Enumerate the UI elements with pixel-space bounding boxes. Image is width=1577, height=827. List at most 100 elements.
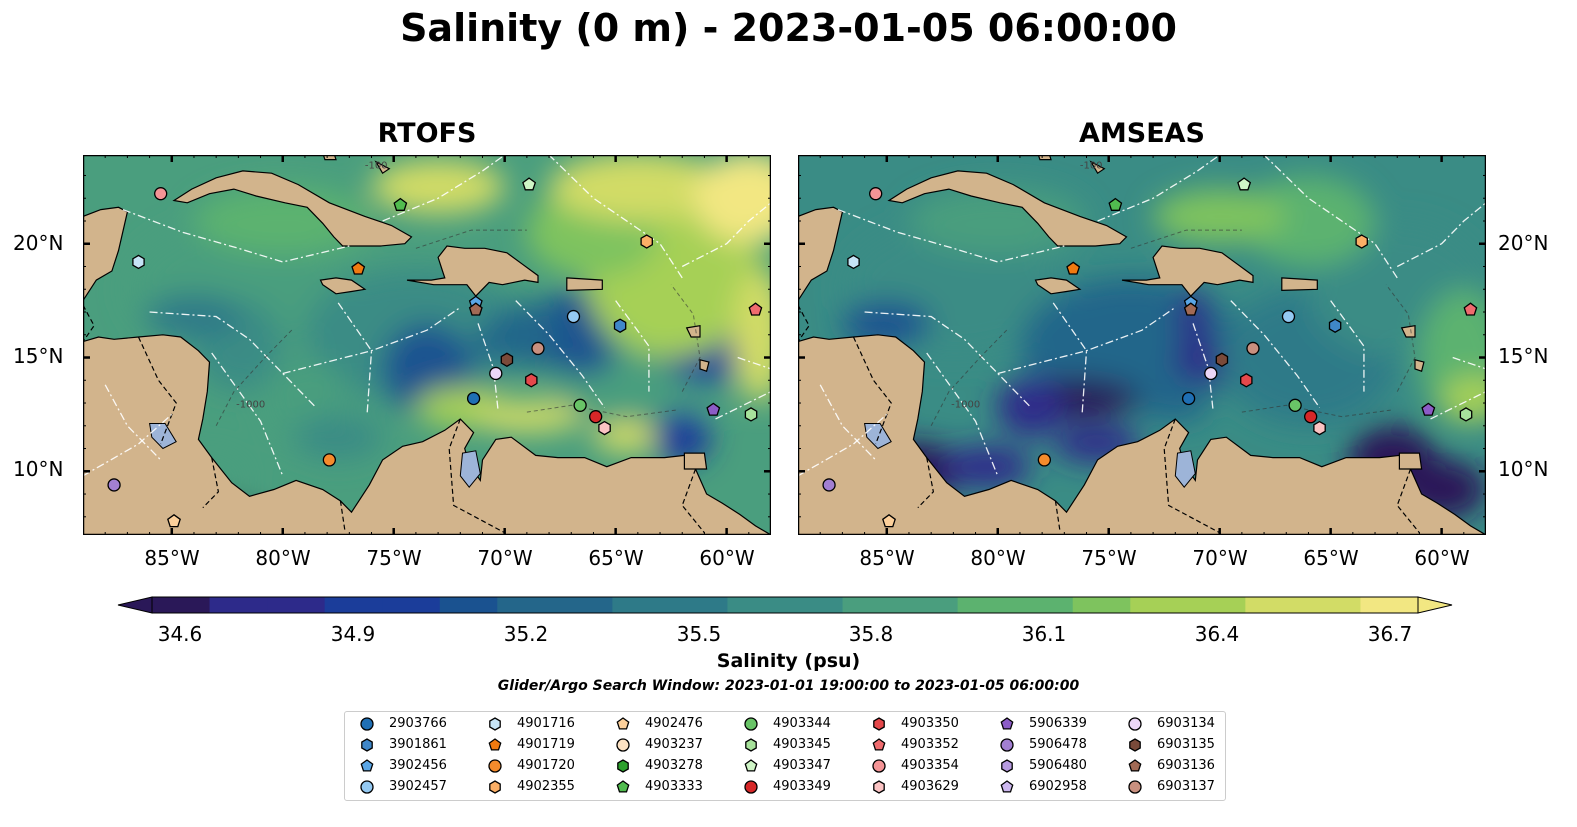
lon-tick-label-amseas-60: 60°W: [1414, 546, 1470, 570]
legend-marker-4903333[interactable]: [616, 780, 630, 793]
legend-marker-4903345[interactable]: [745, 738, 757, 752]
legend-marker-3902456[interactable]: [360, 759, 374, 772]
legend-marker-3901861[interactable]: [361, 738, 373, 752]
map-panel-rtofs[interactable]: -1000 -100: [83, 155, 771, 535]
float-marker-4903349[interactable]: [1304, 410, 1318, 424]
legend-marker-4903350[interactable]: [873, 717, 885, 731]
eez-boundary: [337, 302, 373, 415]
float-marker-3902457[interactable]: [1281, 309, 1296, 324]
float-marker-3901861[interactable]: [613, 318, 627, 333]
legend-marker-2903766[interactable]: [360, 717, 374, 731]
legend-marker-4903237[interactable]: [616, 738, 630, 752]
legend-marker-4903278[interactable]: [617, 759, 629, 773]
float-marker-5906478[interactable]: [107, 478, 121, 492]
float-marker-4901720[interactable]: [1037, 453, 1051, 467]
float-marker-2903766[interactable]: [466, 391, 481, 406]
legend-marker-4902476[interactable]: [616, 717, 630, 730]
legend-marker-4903347[interactable]: [744, 759, 758, 772]
float-marker-4903344[interactable]: [573, 398, 587, 412]
float-marker-4903350[interactable]: [525, 373, 538, 388]
float-marker-4903333[interactable]: [393, 197, 408, 211]
legend-marker-3902457[interactable]: [360, 780, 374, 794]
float-marker-4903350[interactable]: [1240, 373, 1253, 388]
float-marker-3902457[interactable]: [566, 309, 581, 324]
float-marker-4903352[interactable]: [748, 302, 763, 316]
float-marker-5906339[interactable]: [706, 402, 721, 416]
eez-boundary: [1430, 391, 1486, 420]
float-marker-6903135[interactable]: [500, 352, 514, 368]
float-marker-5906339[interactable]: [1421, 402, 1436, 416]
legend-marker-6903136[interactable]: [1128, 759, 1142, 772]
legend-marker-4903349[interactable]: [744, 780, 758, 794]
eez-boundary: [864, 311, 1032, 409]
eez-boundary: [737, 356, 771, 370]
float-marker-4902476[interactable]: [882, 513, 896, 528]
legend-marker-4901716[interactable]: [489, 717, 501, 731]
legend-marker-6903137[interactable]: [1128, 780, 1142, 794]
float-marker-6903134[interactable]: [489, 366, 503, 381]
float-marker-4903352[interactable]: [1463, 302, 1478, 316]
float-marker-6903136[interactable]: [1183, 302, 1198, 316]
float-marker-4903345[interactable]: [744, 407, 758, 422]
legend-marker-4903629[interactable]: [873, 780, 885, 794]
country-border: [1054, 500, 1061, 531]
legend-label: 4903347: [773, 758, 831, 773]
lake-lake-nicaragua: [149, 423, 177, 450]
legend-marker-4901719[interactable]: [488, 738, 502, 751]
float-marker-4903349[interactable]: [589, 410, 603, 424]
float-marker-6903136[interactable]: [468, 302, 483, 316]
float-marker-6903134[interactable]: [1204, 366, 1218, 381]
colorbar-tick-0: 34.6: [157, 622, 203, 646]
float-marker-4903347[interactable]: [522, 177, 537, 191]
float-marker-4903333[interactable]: [1108, 197, 1123, 211]
float-marker-4902355[interactable]: [640, 234, 653, 249]
colorbar-min-extend: [117, 596, 153, 614]
colorbar-bin: [267, 597, 326, 613]
legend-marker-6902958[interactable]: [1000, 780, 1014, 793]
legend-label: 6902958: [1029, 779, 1087, 794]
legend-label: 4903237: [645, 737, 703, 752]
colorbar-max-extend: [1417, 596, 1453, 614]
float-marker-4902476[interactable]: [167, 513, 181, 528]
float-marker-4903629[interactable]: [1313, 420, 1326, 436]
float-marker-6903137[interactable]: [1246, 341, 1260, 356]
float-marker-4901716[interactable]: [847, 254, 860, 270]
float-marker-4901719[interactable]: [1066, 261, 1081, 275]
legend-marker-5906339[interactable]: [1000, 717, 1014, 730]
float-marker-4901719[interactable]: [351, 261, 366, 275]
land-central-america: [798, 334, 1486, 535]
legend-marker-5906480[interactable]: [1001, 759, 1013, 773]
legend-marker-4902355[interactable]: [489, 780, 501, 794]
float-marker-4903345[interactable]: [1459, 407, 1473, 422]
float-marker-6903137[interactable]: [531, 341, 545, 356]
float-marker-6903135[interactable]: [1215, 352, 1229, 368]
bathymetry-label: -100: [1080, 161, 1103, 172]
lat-tick-label-left-15: 15°N: [13, 344, 64, 368]
lon-tick-label-amseas-70: 70°W: [1192, 546, 1248, 570]
float-marker-4903344[interactable]: [1288, 398, 1302, 412]
legend-marker-6903135[interactable]: [1129, 738, 1141, 752]
legend-label: 4903629: [901, 779, 959, 794]
legend-marker-4901720[interactable]: [488, 759, 502, 773]
float-marker-3901861[interactable]: [1328, 318, 1342, 333]
float-marker-4903629[interactable]: [598, 420, 611, 436]
land-hispaniola: [1121, 245, 1254, 298]
legend-marker-4903344[interactable]: [744, 717, 758, 731]
legend-label: 2903766: [389, 716, 447, 731]
float-marker-4901716[interactable]: [132, 254, 145, 270]
float-marker-4903354[interactable]: [154, 187, 168, 201]
legend-marker-6903134[interactable]: [1128, 717, 1142, 731]
legend-marker-4903354[interactable]: [872, 759, 886, 773]
float-marker-4903347[interactable]: [1237, 177, 1252, 191]
float-marker-4901720[interactable]: [322, 453, 336, 467]
legend-marker-5906478[interactable]: [1000, 738, 1014, 752]
map-panel-amseas[interactable]: -1000 -100: [798, 155, 1486, 535]
float-marker-5906478[interactable]: [822, 478, 836, 492]
float-marker-4903354[interactable]: [869, 187, 883, 201]
lon-tick-label-rtofs-65: 65°W: [588, 546, 644, 570]
legend-marker-4903352[interactable]: [872, 738, 886, 751]
land-trinidad: [683, 452, 708, 470]
float-marker-4902355[interactable]: [1355, 234, 1368, 249]
float-marker-2903766[interactable]: [1181, 391, 1196, 406]
country-border: [798, 304, 810, 342]
